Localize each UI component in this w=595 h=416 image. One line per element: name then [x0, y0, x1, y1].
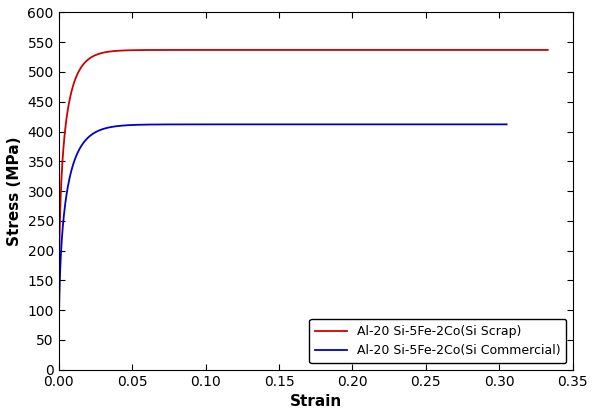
Al-20 Si-5Fe-2Co(Si Commercial): [503, 122, 511, 127]
Al-20 Si-5Fe-2Co(Si Commercial): [490, 122, 497, 127]
Y-axis label: Stress (MPa): Stress (MPa): [7, 136, 22, 246]
Al-20 Si-5Fe-2Co(Si Scrap): [440, 47, 447, 52]
Line: Al-20 Si-5Fe-2Co(Si Commercial): Al-20 Si-5Fe-2Co(Si Commercial): [59, 124, 507, 370]
X-axis label: Strain: Strain: [290, 394, 342, 409]
Line: Al-20 Si-5Fe-2Co(Si Scrap): Al-20 Si-5Fe-2Co(Si Scrap): [59, 50, 548, 370]
Al-20 Si-5Fe-2Co(Si Scrap): [280, 47, 287, 52]
Al-20 Si-5Fe-2Co(Si Scrap): [80, 62, 87, 67]
Al-20 Si-5Fe-2Co(Si Commercial): [261, 122, 268, 127]
Al-20 Si-5Fe-2Co(Si Scrap): [293, 47, 300, 52]
Al-20 Si-5Fe-2Co(Si Commercial): [408, 122, 415, 127]
Al-20 Si-5Fe-2Co(Si Commercial): [490, 122, 497, 127]
Al-20 Si-5Fe-2Co(Si Commercial): [55, 367, 62, 372]
Al-20 Si-5Fe-2Co(Si Scrap): [530, 47, 537, 52]
Legend: Al-20 Si-5Fe-2Co(Si Scrap), Al-20 Si-5Fe-2Co(Si Commercial): Al-20 Si-5Fe-2Co(Si Scrap), Al-20 Si-5Fe…: [309, 319, 566, 364]
Al-20 Si-5Fe-2Co(Si Scrap): [55, 367, 62, 372]
Al-20 Si-5Fe-2Co(Si Scrap): [500, 47, 507, 52]
Al-20 Si-5Fe-2Co(Si Scrap): [530, 47, 537, 52]
Al-20 Si-5Fe-2Co(Si Commercial): [273, 122, 280, 127]
Al-20 Si-5Fe-2Co(Si Commercial): [78, 143, 85, 148]
Al-20 Si-5Fe-2Co(Si Scrap): [544, 47, 552, 52]
